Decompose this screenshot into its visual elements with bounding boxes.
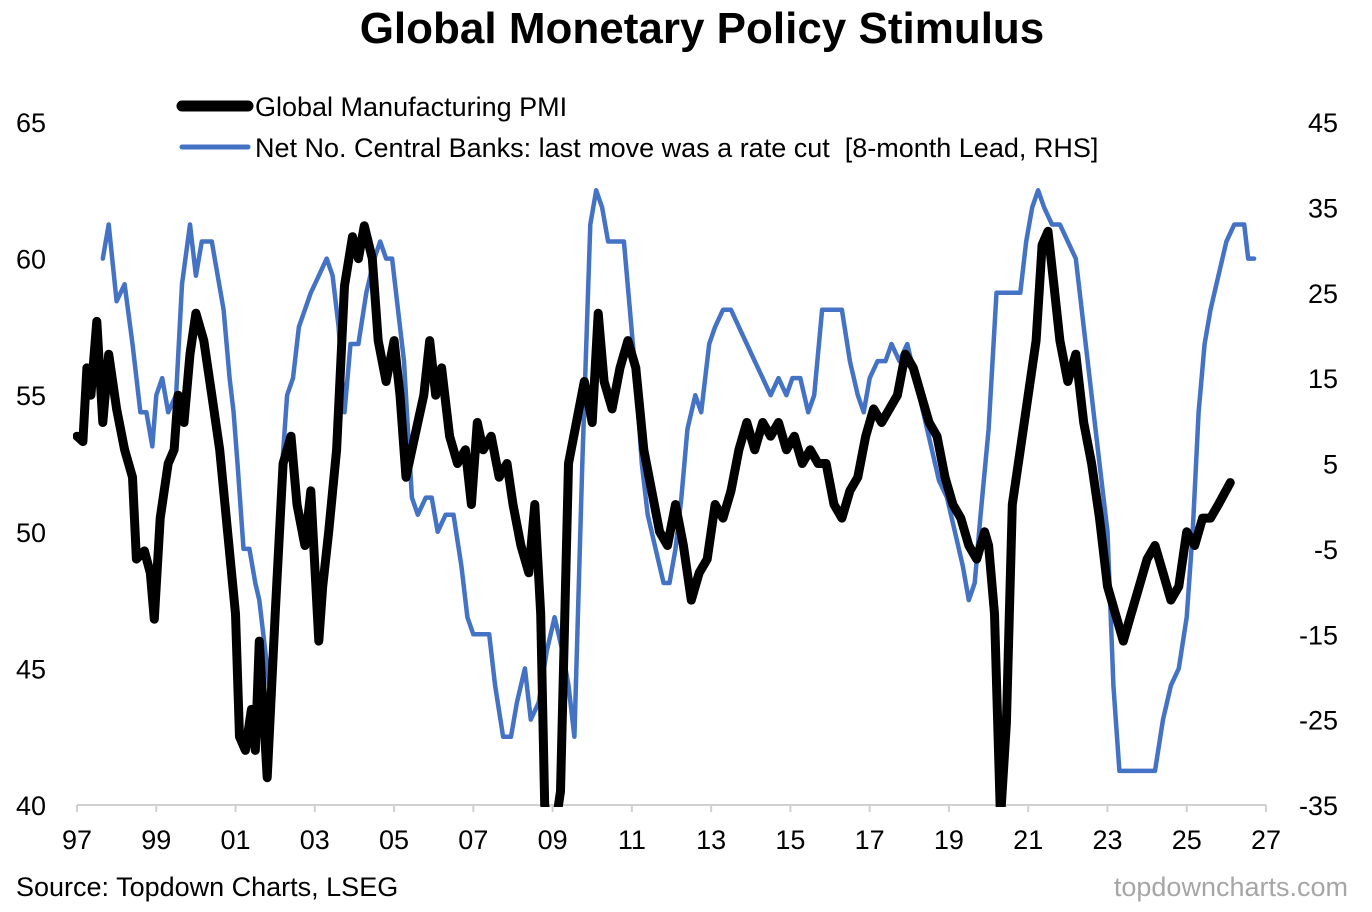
x-tick-label: 21 bbox=[1013, 825, 1043, 855]
x-tick-label: 19 bbox=[934, 825, 964, 855]
x-tick-label: 01 bbox=[221, 825, 251, 855]
x-tick-label: 09 bbox=[538, 825, 568, 855]
axes: 97 99 01 03 05 07 09 11 13 15 17 19 21 23 25 2740455055… bbox=[16, 108, 1338, 855]
x-tick-label: 07 bbox=[458, 825, 488, 855]
legend-label-pmi: Global Manufacturing PMI bbox=[255, 92, 567, 122]
x-tick-label: 11 bbox=[618, 825, 646, 855]
series-line-global-manufacturing-pmi bbox=[73, 221, 1235, 807]
y-left-tick-label: 50 bbox=[16, 518, 46, 548]
y-right-tick-label: 15 bbox=[1308, 364, 1338, 394]
y-left-tick-label: 40 bbox=[16, 791, 46, 821]
y-right-tick-label: 35 bbox=[1308, 193, 1338, 223]
legend: Global Manufacturing PMI Net No. Central… bbox=[176, 92, 1098, 163]
x-tick-label: 17 bbox=[855, 825, 885, 855]
x-tick-label: 27 bbox=[1251, 825, 1281, 855]
source-note: Source: Topdown Charts, LSEG bbox=[16, 872, 399, 902]
x-tick-label: 13 bbox=[696, 825, 726, 855]
x-tick-label: 23 bbox=[1092, 825, 1122, 855]
y-left-tick-label: 60 bbox=[16, 245, 46, 275]
y-right-tick-label: -25 bbox=[1299, 706, 1338, 736]
y-right-tick-label: -5 bbox=[1314, 535, 1338, 565]
y-left-tick-label: 55 bbox=[16, 381, 46, 411]
y-right-tick-label: -35 bbox=[1299, 791, 1338, 821]
x-tick-label: 05 bbox=[379, 825, 409, 855]
watermark: topdowncharts.com bbox=[1113, 872, 1348, 902]
chart-title: Global Monetary Policy Stimulus bbox=[359, 4, 1045, 53]
y-right-tick-label: -15 bbox=[1299, 620, 1338, 650]
x-tick-label: 99 bbox=[141, 825, 171, 855]
x-tick-label: 03 bbox=[300, 825, 330, 855]
y-left-tick-label: 65 bbox=[16, 108, 46, 138]
x-tick-label: 97 bbox=[62, 825, 92, 855]
x-tick-label: 15 bbox=[775, 825, 805, 855]
y-right-tick-label: 5 bbox=[1323, 450, 1338, 480]
y-right-tick-label: 25 bbox=[1308, 279, 1338, 309]
y-left-tick-label: 45 bbox=[16, 654, 46, 684]
y-right-tick-label: 45 bbox=[1308, 108, 1338, 138]
x-tick-label: 25 bbox=[1172, 825, 1202, 855]
plot-area bbox=[73, 188, 1257, 807]
legend-label-central-banks: Net No. Central Banks: last move was a r… bbox=[255, 133, 1098, 163]
